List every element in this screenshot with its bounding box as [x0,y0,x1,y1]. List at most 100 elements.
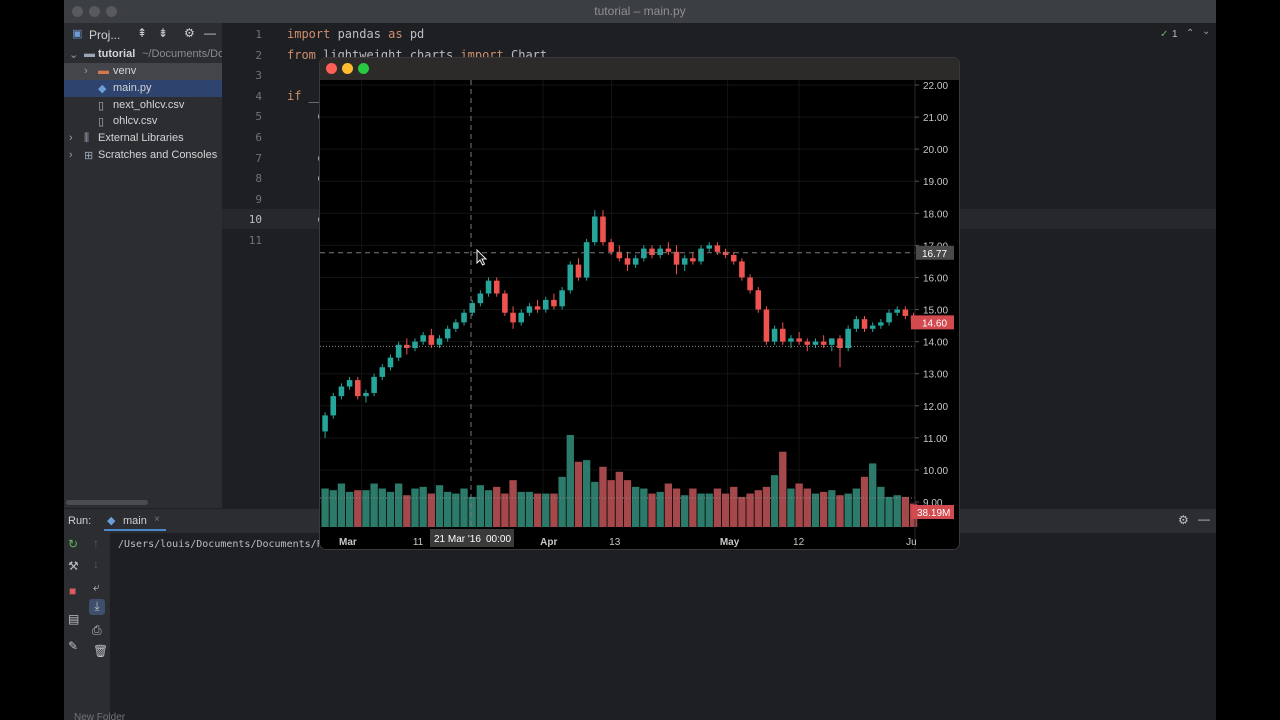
chart-body[interactable]: 22.0021.0020.0019.0018.0017.0016.0015.00… [320,80,959,549]
folder-icon: ▬ [98,65,109,77]
candle-body [485,280,492,294]
candle-body [420,335,426,342]
candle-body [453,322,459,329]
volume-bar [468,496,476,527]
volume-bar [697,493,705,527]
tree-item-label: main.py [113,82,152,94]
line-number: 6 [255,131,262,144]
candle-body [592,216,598,243]
x-tick-label: 13 [609,537,621,548]
volume-bar [615,471,623,527]
volume-bar [582,460,591,527]
tree-item-external-libraries[interactable]: › ⫼ External Libraries [64,130,222,147]
chevron-right-icon[interactable]: › [69,149,73,161]
run-tab-main[interactable]: ◆ main × [104,511,166,531]
volume-bar [501,493,509,527]
chevron-right-icon[interactable]: › [84,65,88,77]
candle-body [853,319,860,329]
volume-bar [819,491,828,527]
library-icon: ⫼ [84,132,90,144]
keyword: if [287,88,302,103]
volume-bar [754,490,762,527]
chart-close-button[interactable] [326,63,337,74]
x-tick-label: Mar [339,537,357,548]
chevron-down-icon[interactable]: ⌄ [69,49,79,61]
chevron-right-icon[interactable]: › [69,132,73,144]
candle-body [551,299,557,307]
volume-bar [705,493,713,527]
project-tool-label[interactable]: Proj... [89,28,121,42]
tree-item-label: tutorial [98,48,136,60]
chart-minimize-button[interactable] [342,63,353,74]
layout-icon[interactable]: ▤ [68,612,80,626]
run-console[interactable]: /Users/louis/Documents/Documents/Pro [110,533,1216,720]
crosshair-time-label: 00:00 [486,534,511,545]
tree-item-ohlcv-csv[interactable]: ▯ ohlcv.csv [64,113,222,130]
candle-body [739,261,745,278]
volume-bar [738,496,746,527]
candle-body [878,322,884,326]
volume-bar [656,491,664,527]
expand-all-icon[interactable]: ⇟ [158,26,169,40]
tree-item-tutorial[interactable]: ⌄ ▬ tutorial ~/Documents/Do [64,46,222,63]
console-output: /Users/louis/Documents/Documents/Pro [118,539,335,550]
close-window-button[interactable] [72,6,83,17]
chevron-down-icon[interactable]: ⌄ [1202,26,1211,37]
y-tick-label: 19.00 [923,177,948,188]
line-number: 3 [255,69,262,83]
wrench-icon[interactable]: ⚒ [68,559,79,573]
y-tick-label: 12.00 [923,402,948,413]
volume-bar [558,476,566,527]
x-tick-label: Ju [906,537,917,548]
zoom-window-button[interactable] [106,6,117,17]
volume-bar [517,491,525,527]
close-tab-icon[interactable]: × [154,514,160,525]
code-line[interactable]: import pandas as pd [287,27,424,41]
volume-bar [419,486,427,527]
candle-body [363,392,369,397]
candle-body [861,319,868,329]
code-line[interactable]: if __ [287,89,323,103]
inspection-check-icon[interactable]: ✓ [1160,29,1169,40]
chevron-up-icon[interactable]: ⌃ [1186,28,1195,39]
volume-bar [533,493,542,527]
soft-wrap-icon[interactable]: ⤶ [93,580,100,594]
volume-bar [631,486,640,527]
arrow-up-icon[interactable]: ↑ [93,536,99,550]
collapse-all-icon[interactable]: ⇞ [137,26,148,40]
arrow-down-icon[interactable]: ↓ [93,557,99,571]
volume-bar [411,488,419,527]
horizontal-scrollbar[interactable] [66,500,148,505]
tree-item-main-py[interactable]: ◆ main.py [64,80,222,97]
chart-window[interactable]: 22.0021.0020.0019.0018.0017.0016.0015.00… [320,58,959,549]
candle-body [902,309,909,316]
line-number: 1 [255,28,262,41]
hide-panel-icon[interactable]: — [1198,512,1210,526]
run-panel-header: Run: ◆ main × ⚙ — [64,509,1216,533]
tree-item-scratches[interactable]: › ⊞ Scratches and Consoles [64,147,222,164]
print-icon[interactable]: ⎙ [92,623,102,637]
rerun-icon[interactable]: ↻ [68,537,79,551]
line-number: 4 [255,89,262,103]
tree-item-venv[interactable]: › ▬ venv [64,63,222,80]
hide-panel-icon[interactable]: — [204,26,216,40]
candlestick-chart[interactable]: 22.0021.0020.0019.0018.0017.0016.0015.00… [320,80,959,549]
stop-icon[interactable]: ■ [69,584,77,598]
candle-body [722,251,729,256]
keyword: as [388,27,403,41]
minimize-window-button[interactable] [89,6,100,17]
gear-icon[interactable]: ⚙ [184,26,195,40]
tree-item-next-ohlcv-csv[interactable]: ▯ next_ohlcv.csv [64,97,222,114]
volume-bar [378,488,386,527]
candle-body [559,290,565,307]
volume-bar [493,486,501,527]
pin-icon[interactable]: ✎ [68,639,79,653]
inspection-count: 1 [1172,29,1178,40]
scroll-to-end-icon[interactable]: ⤓ [89,599,105,615]
trash-icon[interactable]: 🗑 [93,644,109,658]
volume-bar [321,488,329,527]
chart-zoom-button[interactable] [358,63,369,74]
gear-icon[interactable]: ⚙ [1178,513,1189,527]
line-number: 7 [255,151,262,165]
volume-bar [354,490,362,527]
